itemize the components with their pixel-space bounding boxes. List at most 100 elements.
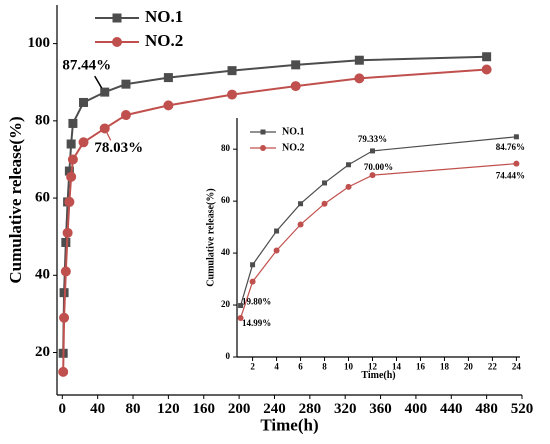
- marker: [354, 55, 364, 65]
- data-label: 19.80%: [242, 297, 271, 307]
- x-tick-label: 22: [488, 361, 498, 371]
- y-axis-label: Cumulative release(%): [6, 116, 25, 283]
- marker: [60, 266, 71, 277]
- y-tick-label: 0: [226, 351, 231, 361]
- marker: [66, 139, 76, 149]
- y-tick-label: 80: [221, 143, 231, 153]
- marker: [249, 278, 256, 285]
- marker: [298, 201, 304, 207]
- marker: [68, 118, 78, 128]
- y-tick-label: 20: [35, 344, 50, 360]
- marker: [163, 100, 174, 111]
- y-tick-label: 100: [28, 35, 51, 51]
- x-tick-label: 16: [416, 361, 426, 371]
- annotation-arrow: [106, 132, 112, 141]
- marker: [482, 52, 492, 62]
- marker: [120, 110, 131, 121]
- marker: [99, 123, 110, 134]
- marker: [61, 237, 71, 247]
- x-tick-label: 12: [368, 361, 378, 371]
- x-tick-label: 280: [299, 401, 322, 417]
- marker: [67, 154, 78, 165]
- x-tick-label: 40: [90, 401, 105, 417]
- marker: [250, 262, 256, 268]
- marker: [321, 200, 328, 207]
- marker: [370, 148, 376, 154]
- x-axis-label: Time(h): [361, 370, 395, 381]
- y-tick-label: 40: [35, 267, 50, 283]
- marker: [100, 87, 110, 97]
- x-tick-label: 520: [511, 401, 534, 417]
- y-tick-label: 60: [221, 195, 231, 205]
- y-axis-label: Cumulative release(%): [205, 188, 216, 286]
- x-tick-label: 480: [475, 401, 498, 417]
- x-tick-label: 8: [322, 361, 327, 371]
- marker: [227, 66, 237, 76]
- marker: [346, 162, 352, 168]
- x-tick-label: 400: [405, 401, 428, 417]
- marker: [79, 97, 89, 107]
- x-tick-label: 200: [228, 401, 251, 417]
- legend-marker: [112, 13, 122, 23]
- x-tick-label: 24: [512, 361, 522, 371]
- x-tick-label: 14: [392, 361, 402, 371]
- marker: [238, 303, 244, 309]
- y-tick-label: 20: [221, 299, 231, 309]
- x-tick-label: 20: [464, 361, 474, 371]
- marker: [64, 196, 75, 207]
- data-label: 74.44%: [496, 171, 525, 181]
- marker: [273, 247, 280, 254]
- legend-marker: [260, 129, 266, 135]
- inset-background: [207, 113, 522, 392]
- main-chart: 0 40 80 120 160 200 240 280 320 360 400 440 480 52020…: [6, 5, 533, 434]
- marker: [513, 134, 519, 140]
- legend-marker: [260, 145, 266, 151]
- x-tick-label: 0: [59, 401, 67, 417]
- series-line: [240, 136, 517, 306]
- inset-chart: 2 4 6 8 10 12 14 16 18 20 22 24020406080Time(h)Cumu…: [205, 113, 525, 392]
- y-tick-label: 60: [35, 190, 50, 206]
- x-tick-label: 320: [334, 401, 357, 417]
- x-tick-label: 360: [369, 401, 392, 417]
- data-label: 84.76%: [496, 142, 525, 152]
- x-tick-label: 120: [157, 401, 180, 417]
- data-label: 79.33%: [358, 134, 387, 144]
- x-tick-label: 4: [274, 361, 279, 371]
- annotation-arrow: [94, 75, 103, 89]
- marker: [66, 171, 77, 182]
- data-label: 78.03%: [94, 140, 143, 156]
- legend-marker: [112, 37, 122, 47]
- marker: [322, 180, 328, 186]
- marker: [121, 79, 131, 89]
- marker: [163, 73, 173, 83]
- marker: [274, 228, 280, 234]
- marker: [297, 221, 304, 228]
- legend-label: NO.2: [282, 142, 305, 153]
- marker: [354, 73, 365, 84]
- y-tick-label: 80: [35, 112, 50, 128]
- marker: [481, 64, 492, 75]
- marker: [345, 183, 352, 190]
- marker: [62, 227, 73, 238]
- series-line: [240, 163, 517, 319]
- legend-label: NO.1: [145, 7, 183, 26]
- y-tick-label: 40: [221, 247, 231, 257]
- marker: [513, 160, 520, 167]
- marker: [291, 60, 301, 70]
- x-tick-label: 440: [440, 401, 463, 417]
- x-tick-label: 160: [192, 401, 215, 417]
- x-tick-label: 240: [263, 401, 286, 417]
- x-axis-label: Time(h): [260, 415, 318, 434]
- marker: [369, 172, 376, 179]
- x-tick-label: 6: [298, 361, 303, 371]
- marker: [78, 137, 89, 148]
- x-tick-label: 10: [344, 361, 354, 371]
- marker: [237, 315, 244, 322]
- legend-label: NO.2: [145, 31, 183, 50]
- data-label: 87.44%: [62, 58, 111, 74]
- legend-label: NO.1: [282, 126, 305, 137]
- data-label: 14.99%: [242, 318, 271, 328]
- marker: [64, 166, 74, 176]
